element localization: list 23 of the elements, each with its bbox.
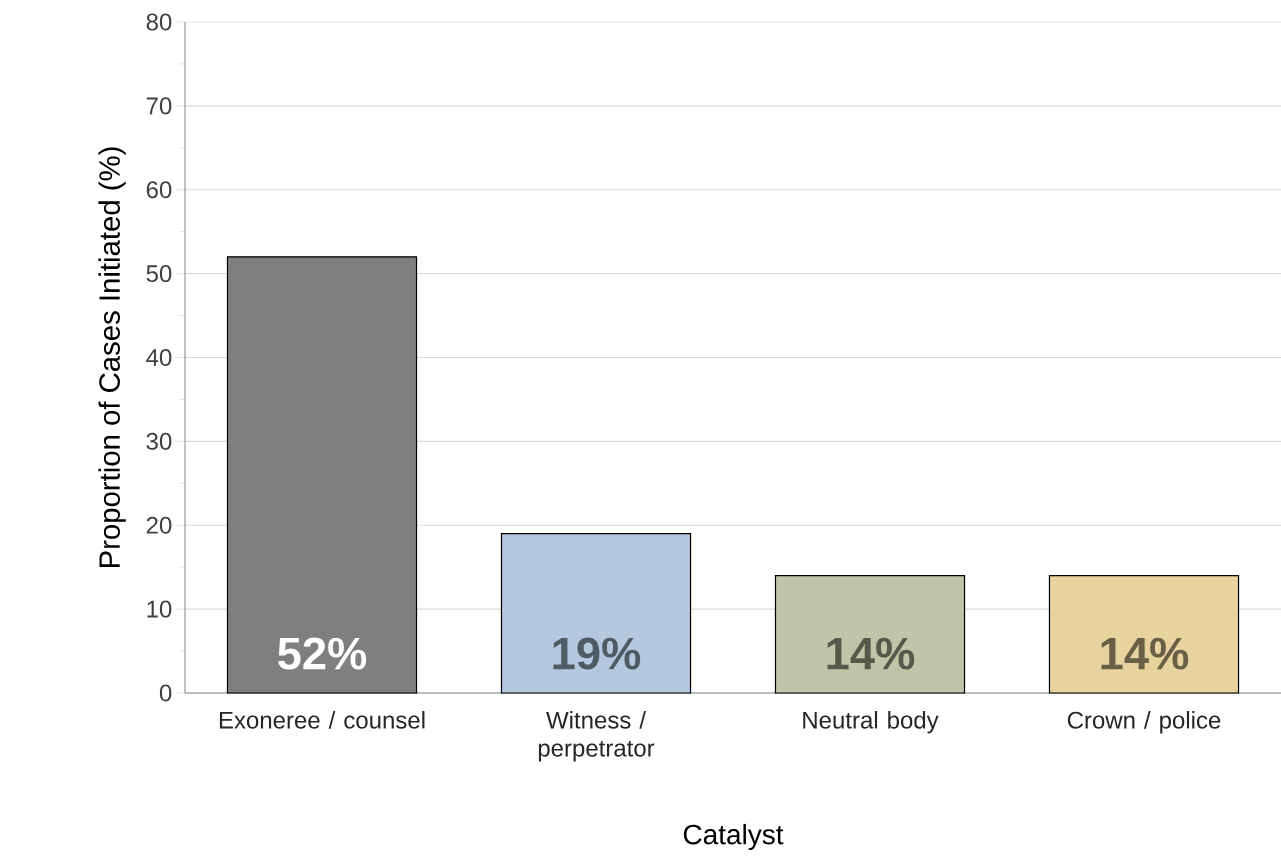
y-axis-title: Proportion of Cases Initiated (%) <box>98 147 126 568</box>
x-tick-label: Crown / police <box>1067 711 1221 734</box>
x-tick-label: Neutral body <box>803 711 939 734</box>
y-tick-label: 0 <box>159 684 172 702</box>
y-tick-label: 60 <box>146 181 172 199</box>
data-label: 14% <box>827 637 915 670</box>
y-tick-label: 10 <box>147 600 172 618</box>
y-tick-label: 40 <box>146 348 172 366</box>
bar <box>226 256 418 694</box>
x-tick-label: Witness / perpetrator <box>538 711 655 762</box>
y-tick-label: 30 <box>146 432 172 450</box>
data-label: 14% <box>1101 637 1189 670</box>
x-axis-title: Catalyst <box>683 823 784 850</box>
y-tick-label: 50 <box>146 265 172 283</box>
bar <box>500 533 692 694</box>
y-tick-label: 20 <box>146 516 172 534</box>
bar <box>1048 574 1240 694</box>
y-tick-label: 70 <box>146 97 172 115</box>
y-tick-label: 80 <box>146 13 172 31</box>
data-label: 19% <box>553 637 641 670</box>
x-tick-label: Exoneree / counsel <box>219 711 425 729</box>
bar <box>774 574 966 694</box>
data-label: 52% <box>278 637 367 670</box>
